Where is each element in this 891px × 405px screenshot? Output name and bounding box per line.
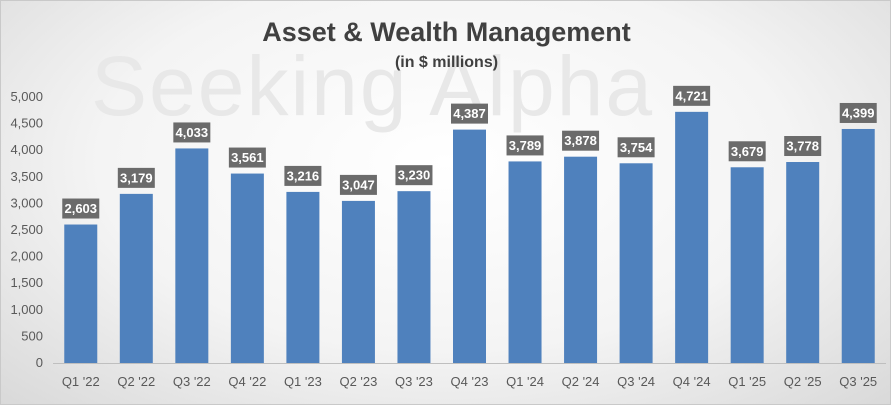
data-label-background (451, 103, 488, 124)
bar (341, 200, 375, 363)
data-label-background (395, 165, 433, 186)
data-label: 2,603 (64, 201, 97, 216)
data-label-background (228, 147, 266, 168)
data-label-background (673, 85, 711, 106)
x-tick-label: Q1 '25 (728, 374, 766, 389)
x-tick-label: Q1 '24 (506, 374, 544, 389)
y-tick-label: 3,000 (10, 195, 43, 210)
x-tick-label: Q4 '22 (228, 374, 266, 389)
x-tick-label: Q2 '22 (117, 374, 155, 389)
x-tick-label: Q1 '22 (62, 374, 100, 389)
bar (230, 173, 264, 363)
data-label: 3,179 (120, 170, 153, 185)
y-tick-label: 500 (21, 328, 43, 343)
data-label-background (117, 167, 155, 188)
bar (619, 163, 653, 363)
y-tick-label: 2,500 (10, 222, 43, 237)
x-tick-label: Q4 '24 (673, 374, 711, 389)
x-tick-label: Q3 '24 (617, 374, 655, 389)
data-label: 3,230 (398, 168, 431, 183)
data-label: 3,679 (731, 144, 764, 159)
data-label-background (839, 102, 877, 123)
bar (786, 162, 820, 363)
bar (175, 148, 209, 363)
x-tick-label: Q2 '25 (784, 374, 822, 389)
x-tick-label: Q3 '23 (395, 374, 433, 389)
data-label: 3,561 (231, 150, 264, 165)
y-tick-label: 0 (36, 355, 43, 370)
bar (453, 129, 486, 363)
data-label-background (339, 174, 377, 195)
data-label-background (562, 130, 600, 151)
data-label-background (506, 135, 544, 156)
data-label-background (284, 165, 322, 186)
data-label-background (62, 198, 100, 219)
x-tick-label: Q1 '23 (284, 374, 322, 389)
y-tick-label: 4,500 (10, 116, 43, 131)
y-tick-label: 3,500 (10, 169, 43, 184)
chart-title: Asset & Wealth Management (262, 17, 631, 47)
bar (119, 193, 153, 363)
bar (841, 128, 875, 363)
bar (675, 111, 709, 363)
data-label-background (617, 137, 655, 158)
data-label: 3,754 (620, 140, 653, 155)
bar (564, 156, 598, 363)
data-label: 4,721 (675, 88, 708, 103)
data-label: 3,047 (342, 177, 375, 192)
data-label-background (784, 136, 822, 157)
data-label: 4,399 (842, 105, 875, 120)
data-label: 4,387 (453, 106, 486, 121)
data-label: 3,789 (509, 138, 542, 153)
bar (730, 167, 764, 363)
x-tick-label: Q2 '24 (562, 374, 600, 389)
chart-subtitle: (in $ millions) (394, 54, 499, 71)
bar (397, 191, 431, 363)
x-tick-label: Q2 '23 (339, 374, 377, 389)
bar (508, 161, 542, 363)
y-tick-label: 1,500 (10, 275, 43, 290)
y-tick-label: 4,000 (10, 142, 43, 157)
bar (286, 191, 320, 363)
data-label: 4,033 (176, 125, 209, 140)
bar (64, 224, 98, 363)
y-tick-label: 2,000 (10, 249, 43, 264)
data-label: 3,878 (564, 133, 597, 148)
x-tick-label: Q3 '22 (173, 374, 211, 389)
data-label: 3,778 (786, 139, 819, 154)
x-tick-label: Q4 '23 (451, 374, 489, 389)
y-tick-label: 5,000 (10, 89, 43, 104)
data-label: 3,216 (287, 168, 320, 183)
y-tick-label: 1,000 (10, 302, 43, 317)
data-label-background (728, 141, 766, 162)
x-tick-label: Q3 '25 (839, 374, 877, 389)
data-label-background (173, 122, 211, 143)
